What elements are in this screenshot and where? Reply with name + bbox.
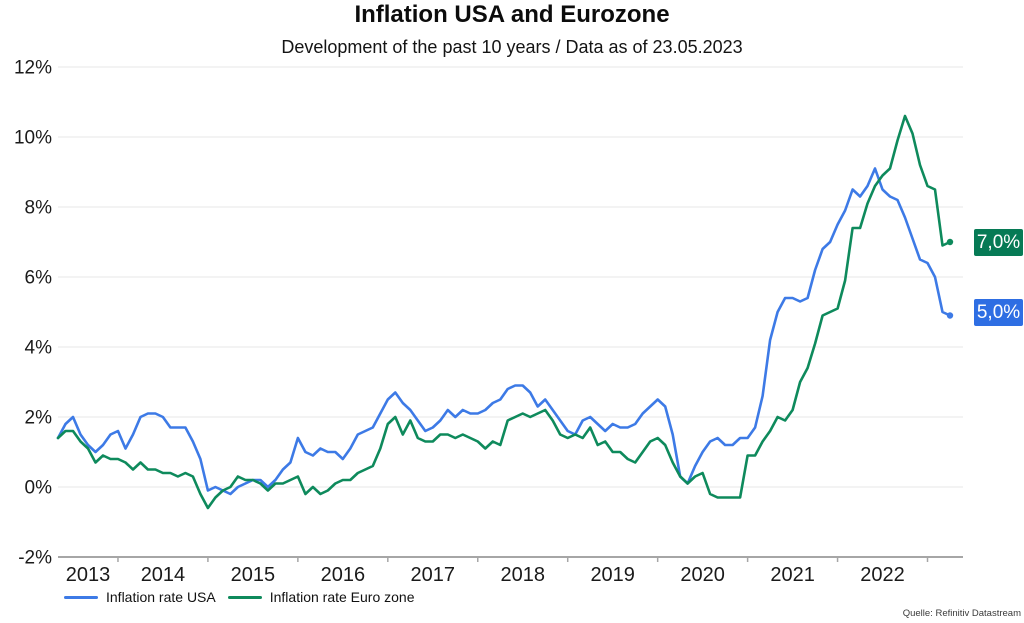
legend-label-eurozone: Inflation rate Euro zone	[269, 589, 415, 605]
legend-item-eurozone[interactable]: Inflation rate Euro zone	[227, 589, 415, 605]
svg-text:2014: 2014	[141, 564, 186, 586]
svg-text:10%: 10%	[14, 128, 52, 149]
legend: Inflation rate USA Inflation rate Euro z…	[64, 589, 415, 605]
svg-text:2020: 2020	[680, 564, 725, 586]
svg-text:4%: 4%	[25, 338, 53, 359]
svg-text:12%: 12%	[14, 58, 52, 79]
svg-text:2016: 2016	[321, 564, 366, 586]
x-axis-layer: 2013 2014 2015 2016 2017 2018 2019 2020 2021 2022	[58, 556, 963, 586]
chart-subtitle: Development of the past 10 years / Data …	[281, 37, 743, 57]
svg-text:2021: 2021	[770, 564, 815, 586]
svg-text:2013: 2013	[66, 564, 111, 586]
legend-line-sample-usa	[64, 595, 98, 599]
legend-label-usa: Inflation rate USA	[106, 589, 216, 605]
svg-text:0%: 0%	[25, 478, 53, 499]
svg-text:2015: 2015	[231, 564, 276, 586]
svg-text:6%: 6%	[25, 268, 53, 289]
svg-text:2019: 2019	[590, 564, 635, 586]
end-badge-usa: 5,0%	[974, 298, 1023, 326]
end-badge-eurozone: 7,0%	[974, 228, 1023, 256]
svg-text:8%: 8%	[25, 198, 53, 219]
svg-text:-2%: -2%	[18, 548, 52, 569]
svg-text:2%: 2%	[25, 408, 53, 429]
svg-text:2018: 2018	[500, 564, 545, 586]
series-layer	[56, 114, 954, 510]
svg-text:2022: 2022	[860, 564, 905, 586]
legend-item-usa[interactable]: Inflation rate USA	[64, 589, 216, 605]
y-axis-labels: -2% 0% 2% 4% 6% 8% 10% 12%	[14, 58, 52, 569]
legend-line-sample-eurozone	[227, 595, 262, 599]
chart-title: Inflation USA and Eurozone	[354, 1, 670, 28]
svg-text:2017: 2017	[411, 564, 456, 586]
source-credit: Quelle: Refinitiv Datastream	[902, 608, 1021, 619]
